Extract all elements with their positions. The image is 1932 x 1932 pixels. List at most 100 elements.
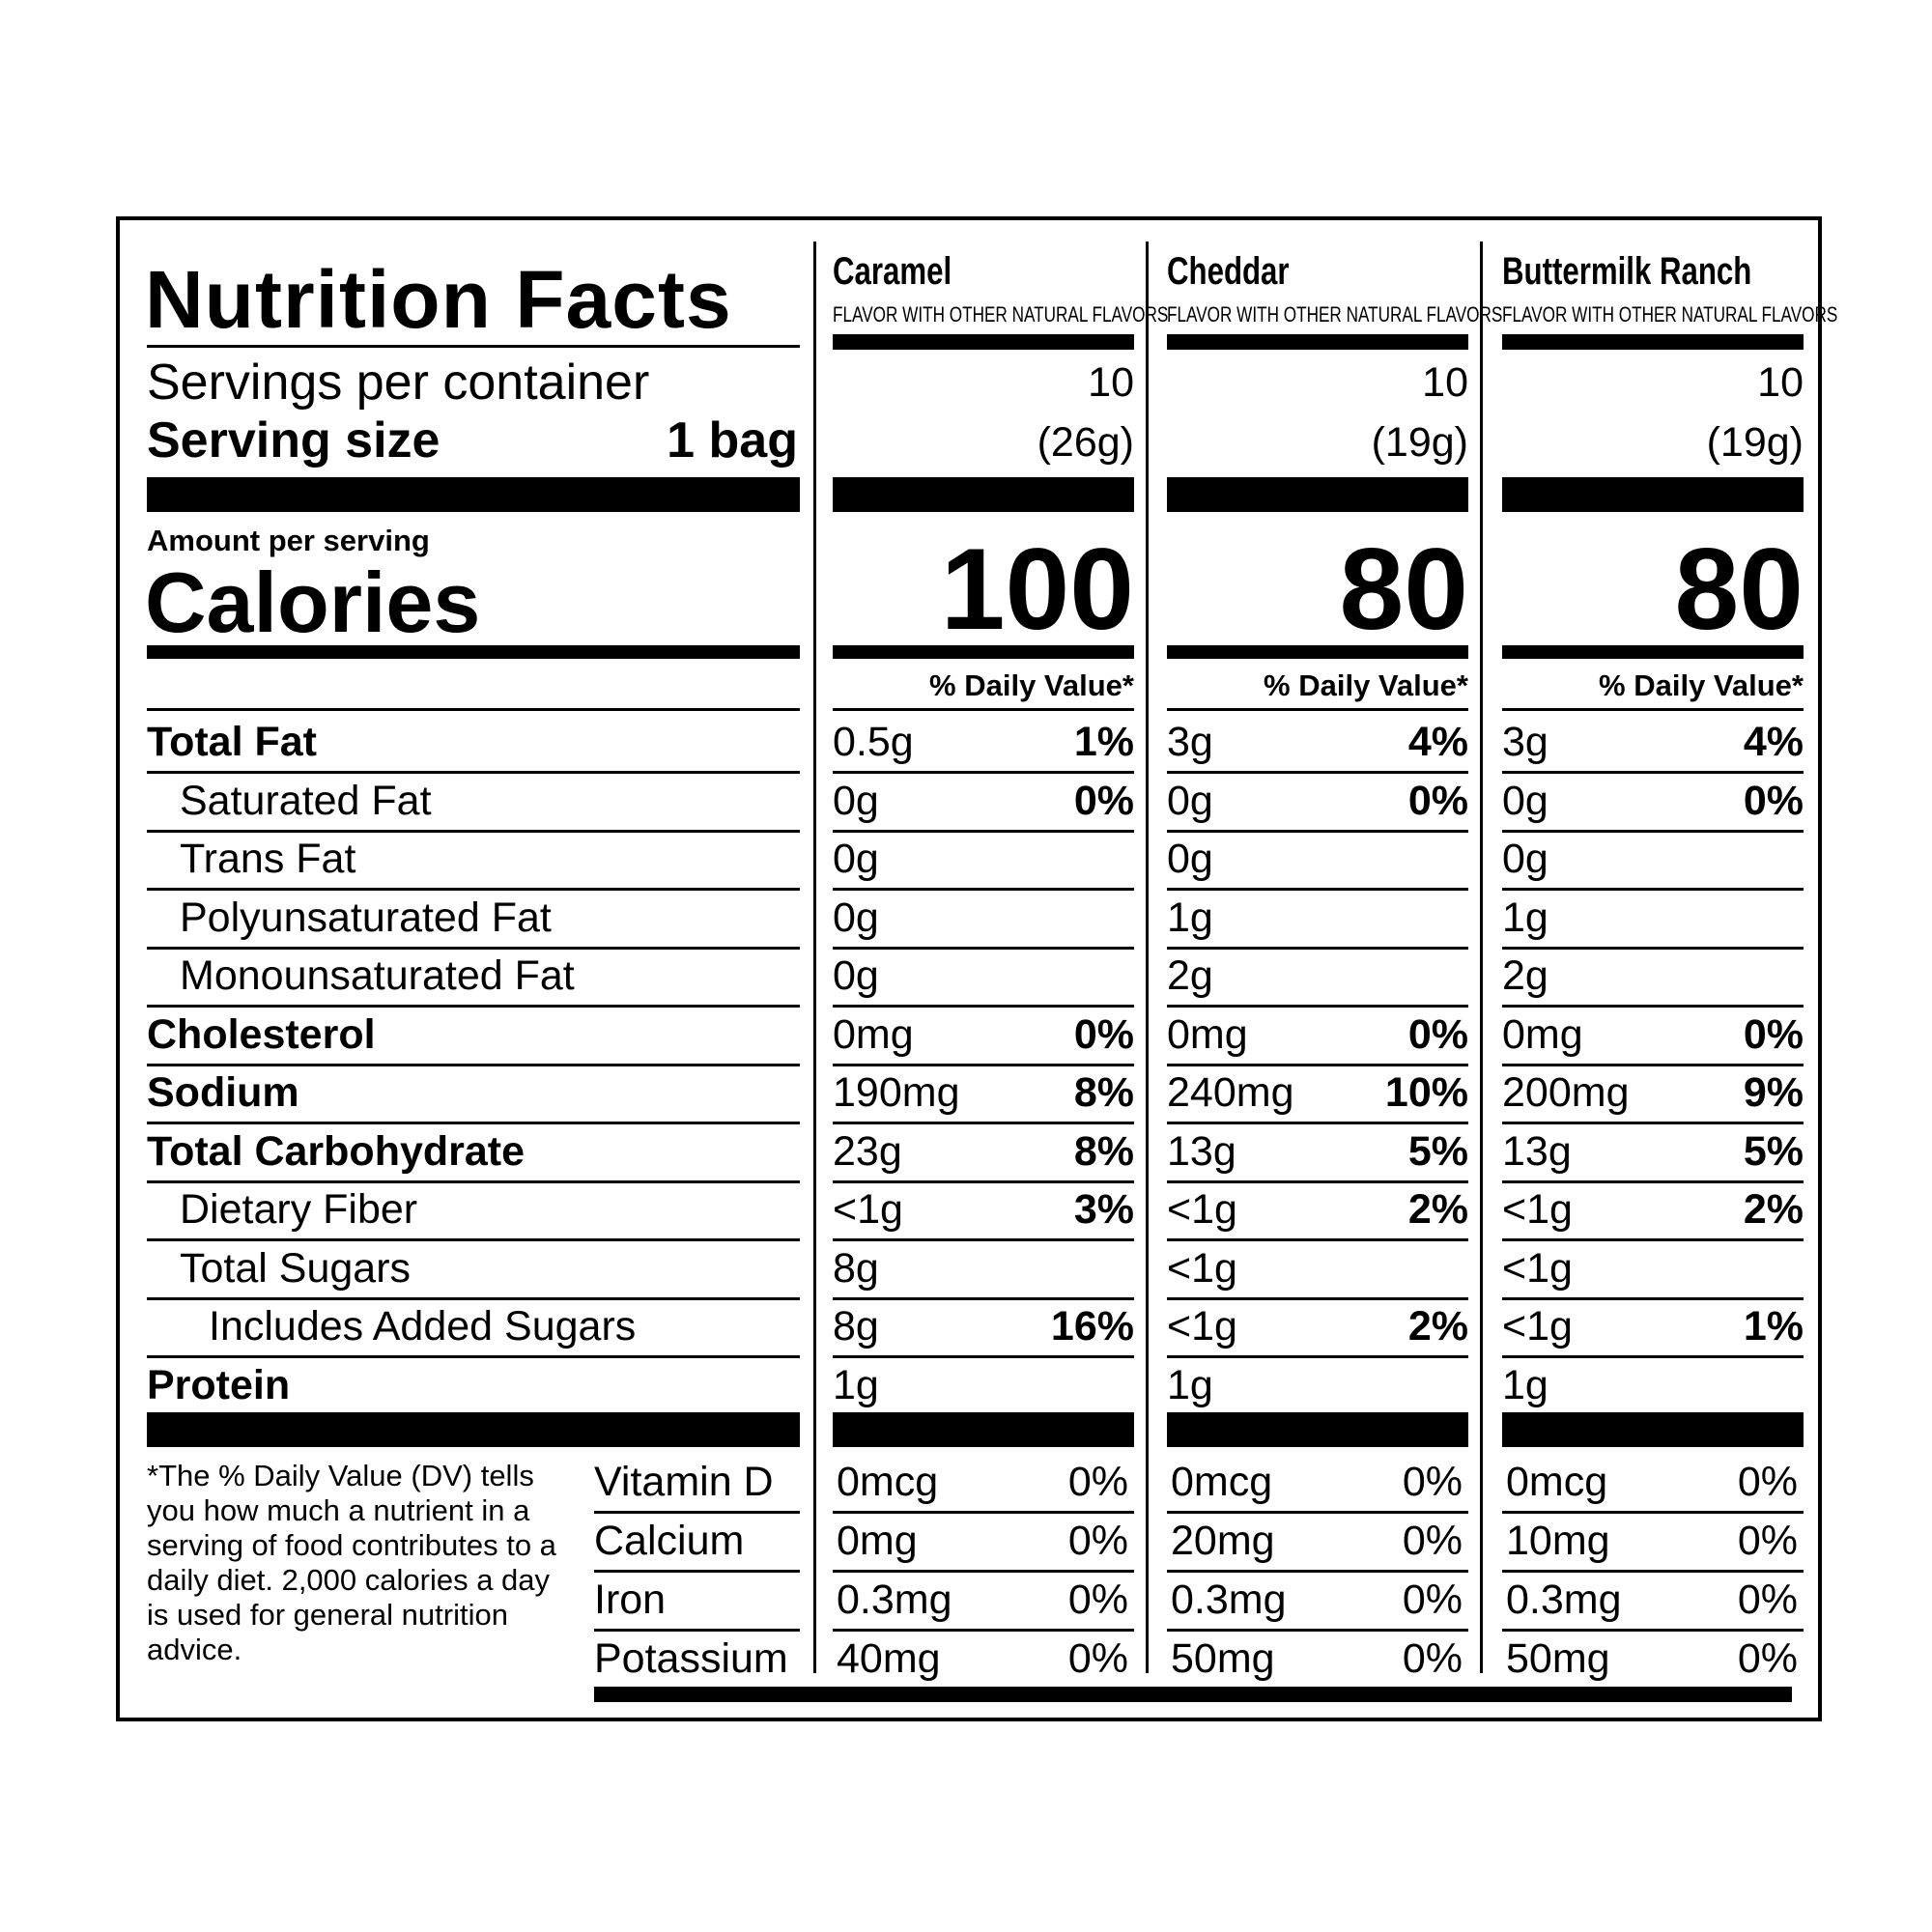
nutrient-row-rule: [1502, 1179, 1804, 1183]
nutrient-amount: 1g: [1167, 1361, 1213, 1408]
nutrient-row-rule: [1167, 946, 1468, 950]
thick-divider-protein: [147, 1412, 800, 1447]
nutrient-amount: 13g: [1502, 1127, 1572, 1175]
flavor-name: Cheddar: [1167, 250, 1290, 293]
nutrient-row-rule: [1502, 1063, 1804, 1066]
nutrient-daily-value: 1%: [1073, 719, 1134, 765]
vitamin-row-rule: [833, 1570, 1134, 1573]
nutrient-daily-value: 2%: [1407, 1186, 1468, 1233]
vitamin-amount: 40mg: [837, 1635, 941, 1682]
servings-per-container-value: 10: [1757, 359, 1804, 406]
vitamin-row-rule: [1502, 1511, 1804, 1514]
nutrient-row-rule: [1167, 1238, 1468, 1241]
flavor-header-bar: [833, 334, 1134, 350]
daily-value-header: % Daily Value*: [1599, 668, 1804, 702]
nutrient-amount: 0mg: [833, 1010, 914, 1058]
nutrient-daily-value: 2%: [1407, 1303, 1468, 1350]
nutrient-daily-value: 1%: [1743, 1303, 1804, 1350]
nutrient-row-rule: [1167, 829, 1468, 833]
nutrient-row-rule: [1502, 771, 1804, 774]
title-rule: [147, 345, 800, 348]
nutrient-row-rule: [147, 1179, 800, 1183]
vitamin-row-rule: [594, 1629, 800, 1632]
nutrient-amount: 13g: [1167, 1127, 1236, 1175]
vitamin-amount: 10mg: [1506, 1518, 1610, 1564]
calories-value: 80: [1339, 525, 1468, 654]
medium-divider-calories: [1502, 645, 1804, 659]
nutrient-amount: 23g: [833, 1127, 902, 1175]
vitamin-amount: 20mg: [1171, 1518, 1275, 1564]
nutrient-daily-value: 10%: [1384, 1069, 1468, 1116]
vitamin-label: Calcium: [594, 1518, 745, 1564]
nutrient-amount: 8g: [833, 1303, 879, 1350]
nutrient-row-rule: [833, 1122, 1134, 1124]
nutrient-daily-value: 0%: [1407, 1010, 1468, 1058]
flavor-name: Caramel: [833, 250, 952, 293]
nutrient-amount: <1g: [1502, 1244, 1573, 1292]
vitamin-row-rule: [1502, 1629, 1804, 1632]
dv-header-rule: [1502, 708, 1804, 711]
nutrient-daily-value: 0%: [1407, 777, 1468, 824]
serving-weight: (19g): [1371, 419, 1468, 466]
thick-divider-servings: [147, 477, 800, 512]
nutrient-amount: 0g: [1167, 777, 1213, 824]
nutrient-row-rule: [833, 1063, 1134, 1066]
nutrient-row-rule: [1167, 1063, 1468, 1066]
nutrient-label: Cholesterol: [147, 1010, 376, 1058]
nutrient-row-rule: [147, 771, 800, 774]
nutrient-row-rule: [1167, 1296, 1468, 1300]
nutrient-amount: 1g: [1167, 894, 1213, 941]
nutrient-amount: 1g: [1502, 894, 1548, 941]
calories-value: 80: [1674, 525, 1804, 654]
nutrient-row-rule: [1502, 1238, 1804, 1241]
flavor-subtitle: FLAVOR WITH OTHER NATURAL FLAVORS: [1502, 302, 1838, 327]
nutrient-label: Saturated Fat: [180, 777, 432, 824]
nutrient-amount: 1g: [833, 1361, 879, 1408]
nutrient-amount: 3g: [1502, 719, 1548, 765]
nutrient-daily-value: 3%: [1073, 1186, 1134, 1233]
nutrient-amount: <1g: [1167, 1244, 1237, 1292]
dv-header-rule: [833, 708, 1134, 711]
nutrient-row-rule: [1167, 1179, 1468, 1183]
nutrient-daily-value: 2%: [1743, 1186, 1804, 1233]
nutrient-row-rule: [147, 1122, 800, 1124]
vitamin-row-rule: [1167, 1511, 1468, 1514]
daily-value-header: % Daily Value*: [929, 668, 1134, 702]
nutrient-row-rule: [147, 1355, 800, 1358]
servings-per-container-label: Servings per container: [147, 355, 650, 411]
nutrient-amount: 240mg: [1167, 1069, 1294, 1116]
flavor-subtitle: FLAVOR WITH OTHER NATURAL FLAVORS: [833, 302, 1169, 327]
nutrient-label: Total Sugars: [180, 1244, 412, 1292]
nutrient-amount: 8g: [833, 1244, 879, 1292]
medium-divider-calories: [1167, 645, 1468, 659]
vitamin-daily-value: 0%: [1737, 1459, 1798, 1505]
nutrient-row-rule: [147, 1063, 800, 1066]
serving-size-label: Serving size: [147, 412, 440, 469]
column-separator: [1480, 242, 1483, 1673]
vitamin-amount: 0mcg: [1506, 1459, 1608, 1505]
vitamin-daily-value: 0%: [1067, 1459, 1128, 1505]
nutrient-daily-value: 8%: [1073, 1069, 1134, 1116]
nutrient-row-rule: [833, 946, 1134, 950]
nutrient-amount: 0g: [833, 894, 879, 941]
vitamin-amount: 50mg: [1506, 1635, 1610, 1682]
nutrient-row-rule: [147, 1296, 800, 1300]
nutrient-daily-value: 9%: [1743, 1069, 1804, 1116]
vitamin-row-rule: [594, 1511, 800, 1514]
column-separator: [813, 242, 816, 1673]
vitamin-daily-value: 0%: [1737, 1635, 1798, 1682]
nutrient-label: Total Fat: [147, 719, 317, 765]
nutrient-row-rule: [147, 888, 800, 891]
nutrient-daily-value: 8%: [1073, 1127, 1134, 1175]
vitamin-amount: 0mcg: [1171, 1459, 1273, 1505]
nutrient-row-rule: [833, 1296, 1134, 1300]
medium-divider-calories: [833, 645, 1134, 659]
nutrient-amount: 190mg: [833, 1069, 960, 1116]
nutrient-amount: 2g: [1502, 952, 1548, 999]
nutrient-row-rule: [833, 829, 1134, 833]
nutrient-row-rule: [1502, 1296, 1804, 1300]
vitamin-daily-value: 0%: [1067, 1577, 1128, 1623]
nutrient-row-rule: [147, 946, 800, 950]
nutrient-label: Monounsaturated Fat: [180, 952, 575, 999]
vitamin-row-rule: [1167, 1629, 1468, 1632]
